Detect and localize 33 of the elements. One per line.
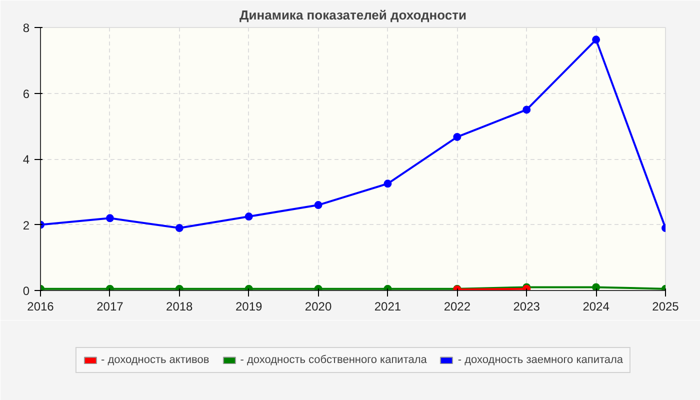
x-tick-label: 2021 [374, 300, 402, 314]
legend-label: - доходность заемного капитала [458, 354, 624, 366]
x-tick-label: 2020 [304, 300, 332, 314]
point [106, 284, 114, 290]
legend-label: - доходность собственного капитала [240, 354, 427, 366]
y-tick-label: 8 [22, 21, 30, 35]
x-tick-label: 2019 [235, 300, 263, 314]
point [175, 284, 184, 290]
y-tick-label: 0 [22, 284, 30, 298]
point [592, 283, 600, 290]
point [314, 284, 322, 290]
point [244, 284, 253, 290]
point [106, 214, 114, 222]
x-tick-label: 2023 [513, 300, 540, 314]
y-tick-label: 6 [22, 86, 30, 101]
point [384, 284, 392, 290]
point [522, 106, 531, 114]
point [453, 132, 462, 141]
x-tick-label: 2022 [444, 300, 471, 314]
point [244, 212, 253, 221]
chart-title: Динамика показателей доходности [239, 8, 467, 22]
point [384, 180, 392, 188]
y-tick-label: 4 [22, 152, 30, 166]
legend-label: - доходность активов [100, 354, 210, 366]
y-tick-label: 2 [22, 218, 30, 232]
x-tick-label: 2025 [652, 300, 680, 314]
point [175, 224, 184, 232]
x-tick-label: 2016 [27, 300, 54, 314]
x-tick-label: 2024 [582, 300, 610, 314]
point [314, 201, 322, 210]
x-tick-label: 2018 [166, 300, 194, 314]
x-tick-label: 2017 [96, 300, 124, 314]
point [592, 36, 600, 44]
